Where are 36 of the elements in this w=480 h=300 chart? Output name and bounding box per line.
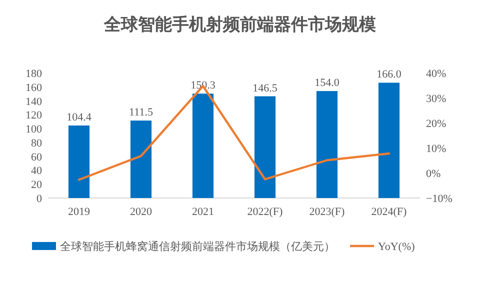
y2-tick-label: −10%	[426, 193, 452, 205]
legend-label: 全球智能手机蜂窝通信射频前端器件市场规模（亿美元）	[60, 240, 335, 253]
bar	[192, 94, 214, 198]
y-tick-label: 160	[26, 82, 42, 94]
data-label: 154.0	[314, 77, 340, 90]
y-tick-label: 40	[31, 165, 42, 178]
y2-tick-label: 20%	[426, 118, 446, 130]
x-tick-label: 2019	[68, 206, 90, 218]
bar	[130, 120, 152, 198]
y-tick-label: 180	[26, 68, 42, 80]
y-tick-label: 120	[26, 110, 42, 122]
bar	[316, 91, 338, 198]
x-tick-label: 2021	[192, 206, 214, 218]
data-label: 104.4	[66, 112, 92, 124]
x-tick-label: 2023(F)	[309, 206, 346, 218]
y2-tick-label: 30%	[426, 93, 446, 105]
x-tick-label: 2022(F)	[247, 206, 284, 218]
y-tick-label: 140	[26, 96, 42, 108]
x-tick-label: 2024(F)	[371, 206, 408, 218]
bar	[68, 126, 90, 198]
bar	[254, 96, 276, 198]
data-label: 146.5	[252, 82, 278, 94]
data-label: 166.0	[376, 68, 402, 81]
y-tick-label: 0	[36, 193, 42, 205]
y-tick-label: 20	[31, 179, 42, 192]
y2-tick-label: 10%	[426, 143, 446, 155]
legend-label: YoY(%)	[378, 241, 416, 253]
y2-tick-label: 40%	[426, 68, 446, 80]
bar	[378, 82, 400, 198]
y-tick-label: 100	[26, 124, 42, 136]
data-label: 111.5	[129, 106, 154, 119]
y-tick-label: 60	[31, 151, 42, 164]
x-tick-label: 2020	[130, 206, 152, 218]
y2-tick-label: 0%	[426, 168, 441, 180]
y-tick-label: 80	[31, 137, 42, 150]
chart-title: 全球智能手机射频前端器件市场规模	[103, 15, 376, 34]
